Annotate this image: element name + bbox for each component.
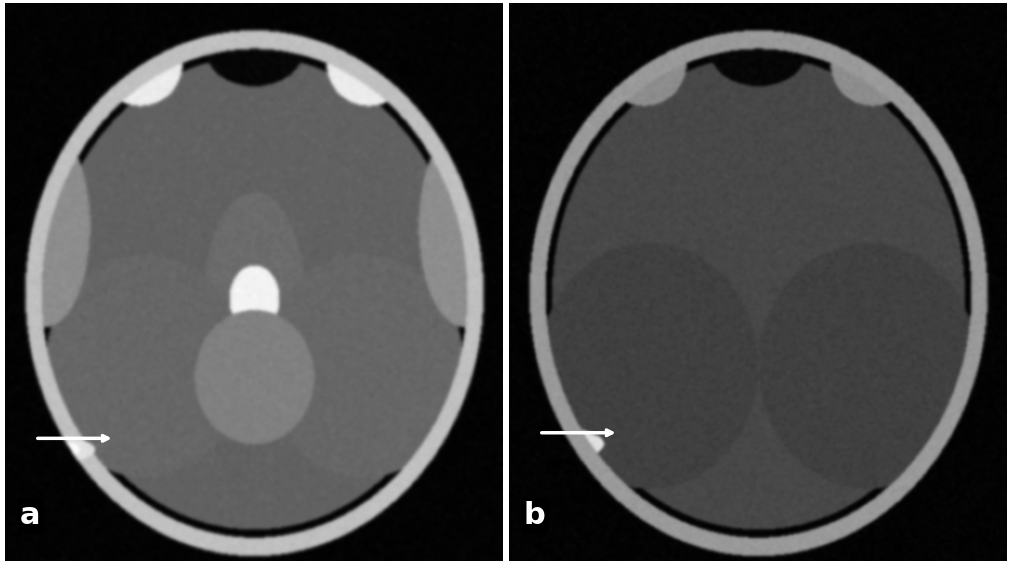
Text: a: a [20, 501, 40, 531]
Text: b: b [524, 501, 545, 531]
